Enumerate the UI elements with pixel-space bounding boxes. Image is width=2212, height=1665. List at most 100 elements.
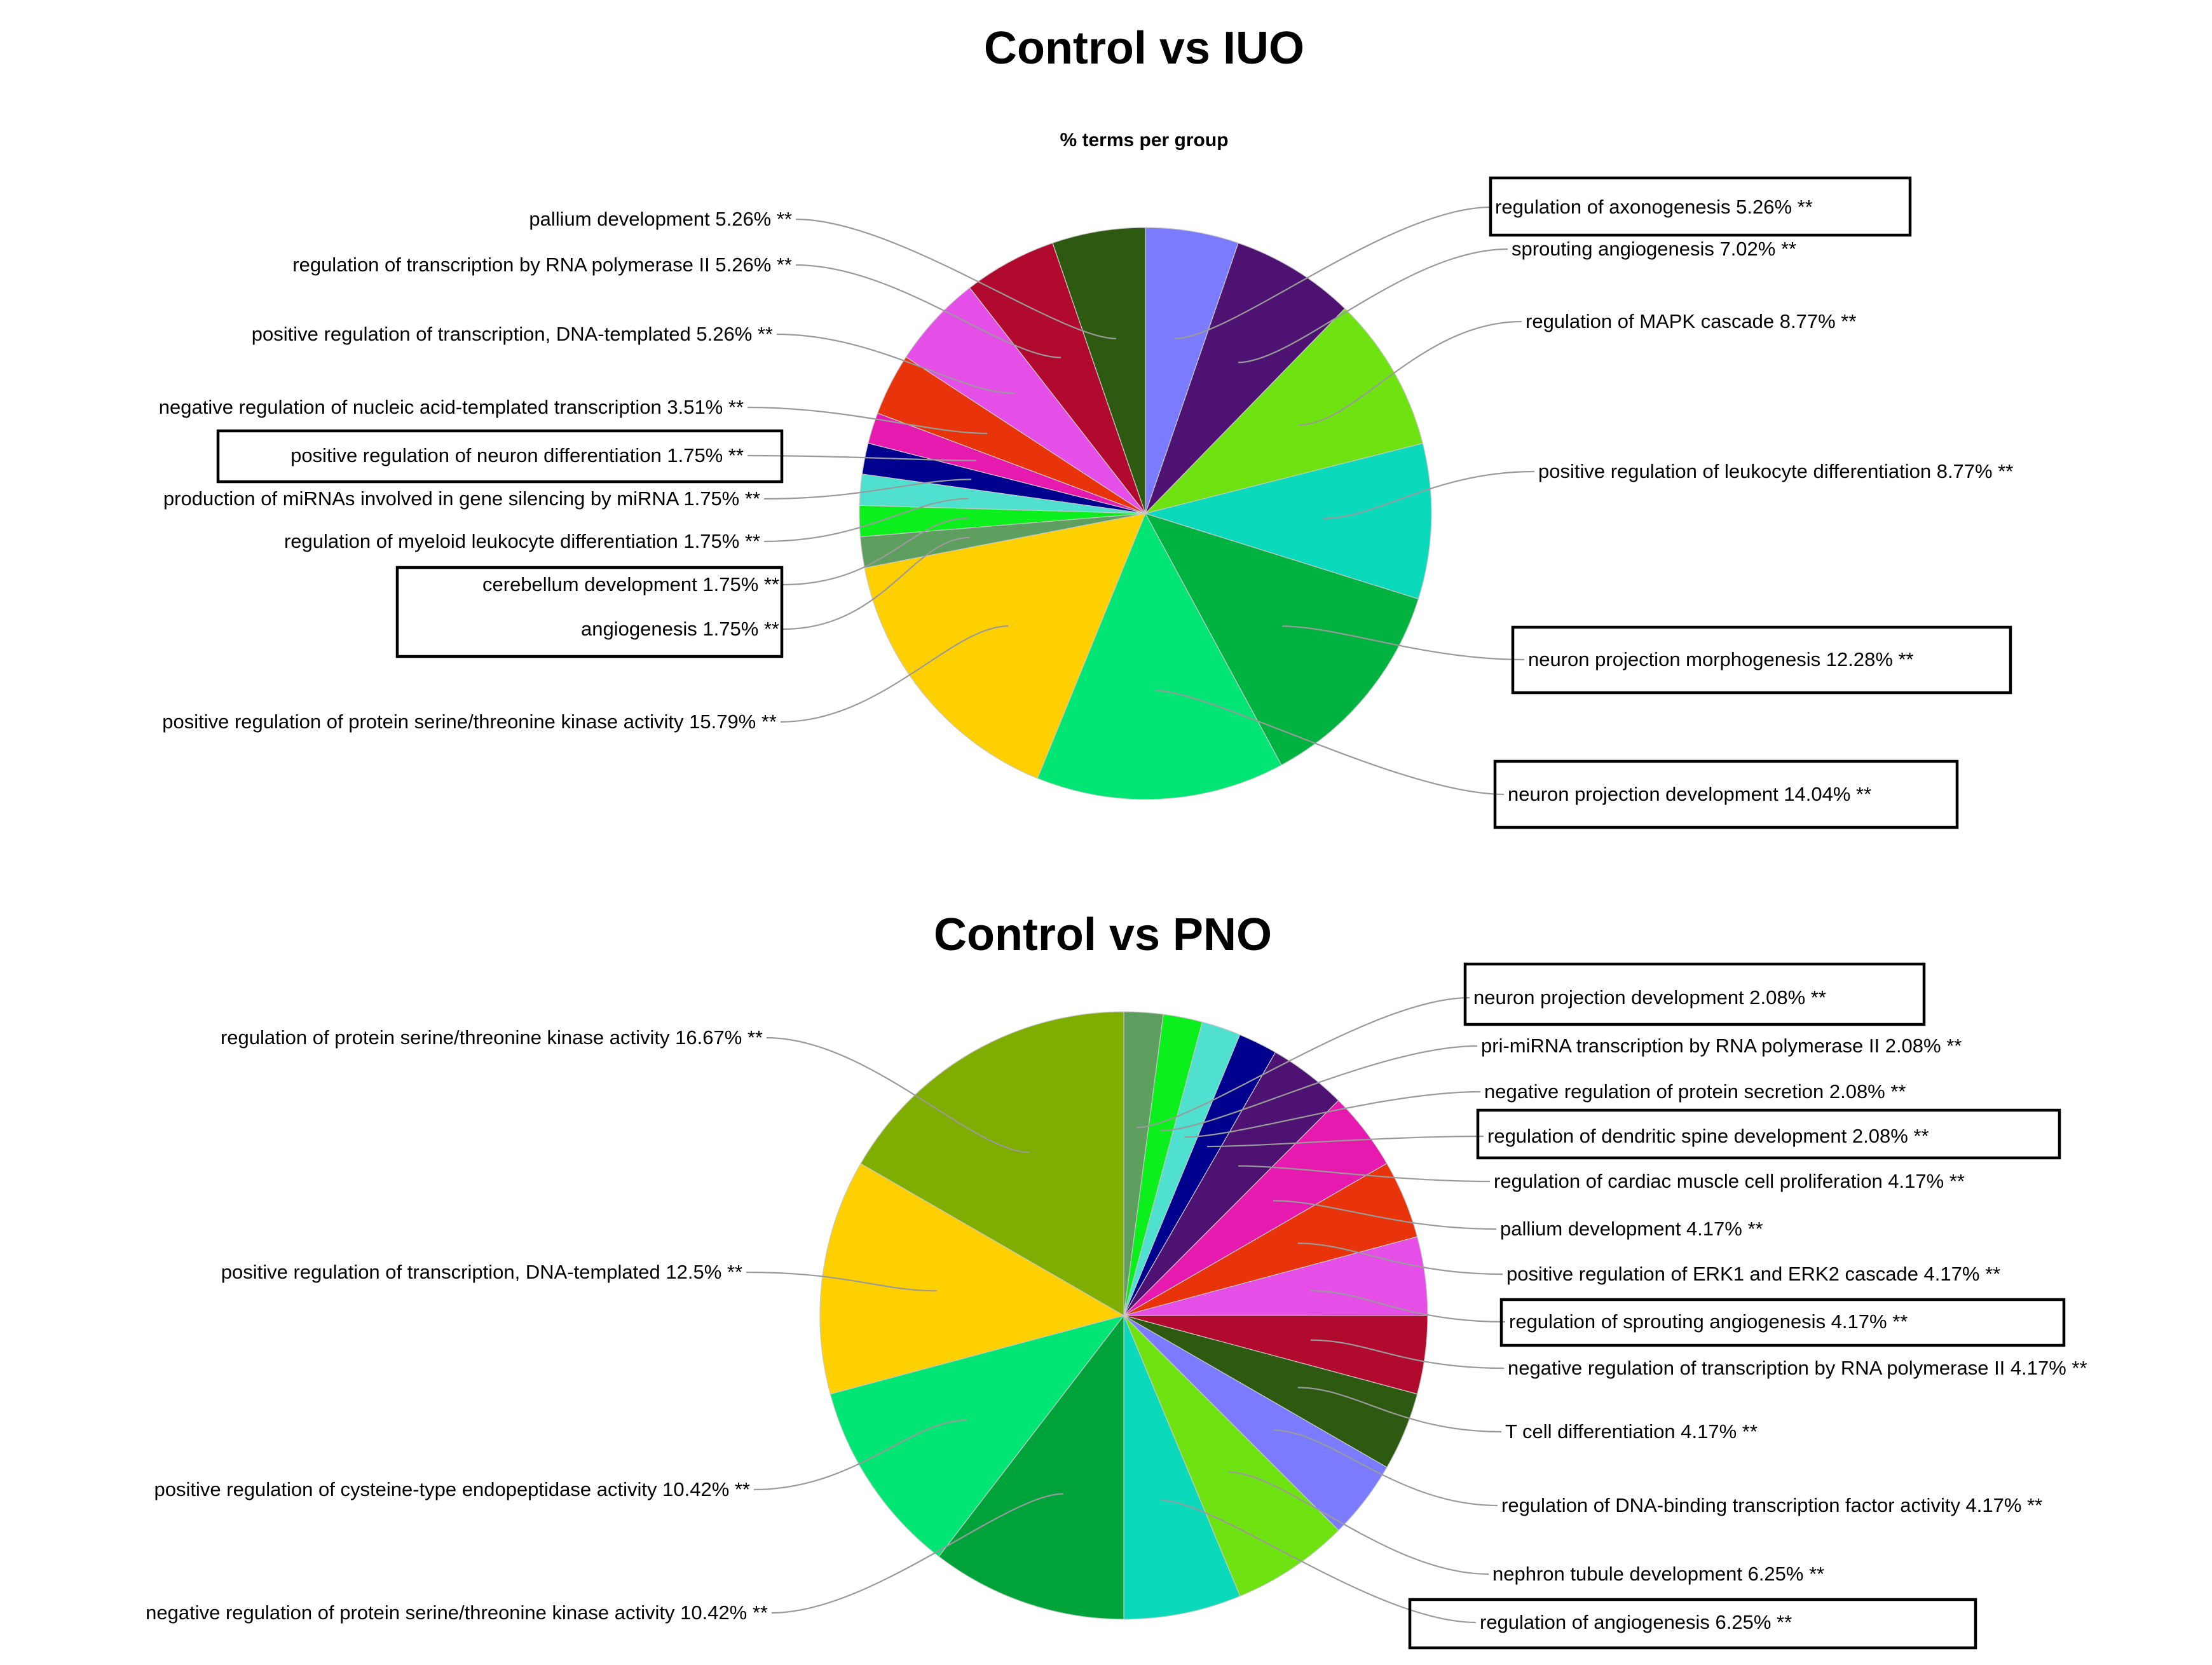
leader-line-pno-pri-mirna-transcription-by-rna-polymerase-ii: [1160, 1045, 1478, 1132]
pie-slice-iuo-regulation-of-axonogenesis: [1145, 227, 1239, 514]
pie-slice-pno-regulation-of-protein-serine-threonine-kinase-activity: [860, 1011, 1124, 1317]
slice-label-pno-positive-regulation-of-transcription-dna-templated: positive regulation of transcription, DN…: [221, 1261, 742, 1283]
pie-slice-iuo-sprouting-angiogenesis: [1145, 242, 1346, 514]
slice-label-pno-regulation-of-angiogenesis: regulation of angiogenesis 6.25% **: [1480, 1611, 1792, 1633]
highlight-box-iuo-cerebellum-development: [395, 566, 784, 658]
pie-slice-pno-nephron-tubule-development: [1123, 1315, 1339, 1597]
leader-line-pno-regulation-of-sprouting-angiogenesis: [1310, 1290, 1506, 1323]
pie-chart-iuo: Control vs IUO % terms per group regulat…: [159, 23, 2014, 829]
highlight-box-iuo-regulation-of-axonogenesis: [1489, 176, 1912, 237]
slice-label-iuo-negative-regulation-of-nucleic-acid-templated-transcription: negative regulation of nucleic acid-temp…: [159, 396, 744, 418]
slice-label-pno-positive-regulation-of-cysteine-type-endopeptidase-activity: positive regulation of cysteine-type end…: [154, 1478, 750, 1500]
leader-line-pno-negative-regulation-of-protein-serine-threonine-kinase-activity: [771, 1493, 1063, 1614]
slice-label-pno-pri-mirna-transcription-by-rna-polymerase-ii: pri-miRNA transcription by RNA polymeras…: [1481, 1035, 1962, 1057]
pie-slice-iuo-neuron-projection-morphogenesis: [1144, 512, 1419, 766]
slice-label-pno-t-cell-differentiation: T cell differentiation 4.17% **: [1505, 1420, 1758, 1443]
slice-label-iuo-cerebellum-development: cerebellum development 1.75% **: [482, 573, 779, 595]
leader-lines-pno: [746, 996, 1506, 1624]
slice-label-pno-negative-regulation-of-protein-serine-threonine-kinase-activity: negative regulation of protein serine/th…: [146, 1601, 768, 1624]
leader-line-iuo-positive-regulation-of-protein-serine-threonine-kinase-activity: [780, 625, 1009, 723]
highlight-box-iuo-neuron-projection-development: [1493, 759, 1959, 829]
slice-label-pno-regulation-of-cardiac-muscle-cell-proliferation: regulation of cardiac muscle cell prolif…: [1494, 1170, 1965, 1192]
leader-line-pno-nephron-tubule-development: [1228, 1471, 1489, 1575]
pie-slice-iuo-regulation-of-mapk-cascade: [1144, 308, 1423, 515]
leader-line-pno-positive-regulation-of-transcription-dna-templated: [746, 1271, 938, 1292]
leader-line-iuo-production-of-mirnas-involved-in-gene-silencing-by-mirna: [763, 479, 972, 500]
pie-slice-pno-regulation-of-angiogenesis: [1123, 1315, 1241, 1620]
slice-label-iuo-neuron-projection-development: neuron projection development 14.04% **: [1508, 783, 1871, 805]
leader-line-iuo-regulation-of-axonogenesis: [1174, 206, 1492, 339]
slice-label-iuo-production-of-mirnas-involved-in-gene-silencing-by-mirna: production of miRNAs involved in gene si…: [163, 487, 760, 510]
leader-line-pno-negative-regulation-of-transcription-by-rna-polymerase-ii: [1310, 1339, 1505, 1369]
chart-title-iuo: Control vs IUO: [984, 23, 1304, 74]
slice-label-pno-regulation-of-dna-binding-transcription-factor-activity: regulation of DNA-binding transcription …: [1501, 1494, 2042, 1516]
leader-line-iuo-cerebellum-development: [782, 517, 969, 586]
highlight-box-pno-neuron-projection-development: [1463, 962, 1926, 1026]
slice-label-iuo-angiogenesis: angiogenesis 1.75% **: [581, 618, 779, 640]
highlight-box-iuo-neuron-projection-morphogenesis: [1511, 625, 2012, 695]
chart-title-pno: Control vs PNO: [934, 909, 1272, 960]
slice-label-pno-regulation-of-protein-serine-threonine-kinase-activity: regulation of protein serine/threonine k…: [221, 1026, 763, 1049]
chart-subtitle-iuo: % terms per group: [1060, 130, 1228, 151]
slice-label-iuo-regulation-of-myeloid-leukocyte-differentiation: regulation of myeloid leukocyte differen…: [284, 530, 760, 552]
slice-label-pno-negative-regulation-of-protein-secretion: negative regulation of protein secretion…: [1484, 1080, 1906, 1103]
highlight-box-pno-regulation-of-angiogenesis: [1408, 1598, 1977, 1650]
leader-line-iuo-neuron-projection-morphogenesis: [1282, 625, 1525, 661]
leader-line-iuo-regulation-of-myeloid-leukocyte-differentiation: [763, 498, 969, 543]
pie-slice-iuo-positive-regulation-of-transcription-dna-templated: [905, 287, 1146, 514]
leader-line-pno-t-cell-differentiation: [1297, 1387, 1502, 1433]
highlight-box-pno-regulation-of-dendritic-spine-development: [1476, 1108, 2061, 1160]
slice-label-iuo-positive-regulation-of-transcription-dna-templated: positive regulation of transcription, DN…: [252, 323, 773, 345]
pie-slice-pno-positive-regulation-of-cysteine-type-endopeptidase-activity: [830, 1314, 1125, 1558]
slice-label-iuo-positive-regulation-of-protein-serine-threonine-kinase-activity: positive regulation of protein serine/th…: [162, 710, 777, 733]
leader-line-iuo-negative-regulation-of-nucleic-acid-templated-transcription: [747, 406, 988, 435]
leader-line-iuo-positive-regulation-of-neuron-differentiation: [747, 454, 976, 461]
highlight-boxes-pno: [1408, 962, 2066, 1650]
slice-label-iuo-regulation-of-mapk-cascade: regulation of MAPK cascade 8.77% **: [1526, 310, 1856, 332]
leader-line-pno-regulation-of-angiogenesis: [1160, 1499, 1477, 1624]
pie-chart-pno: Control vs PNO neuron projection develop…: [146, 909, 2087, 1650]
pie-slice-iuo-neuron-projection-development: [1037, 512, 1282, 800]
slice-label-iuo-positive-regulation-of-neuron-differentiation: positive regulation of neuron differenti…: [290, 444, 744, 466]
pie-slice-iuo-regulation-of-transcription-by-rna-polymerase-ii: [969, 242, 1146, 514]
slice-label-pno-positive-regulation-of-erk1-and-erk2-cascade: positive regulation of ERK1 and ERK2 cas…: [1506, 1263, 2000, 1285]
leader-line-pno-positive-regulation-of-cysteine-type-endopeptidase-activity: [753, 1419, 967, 1491]
highlight-box-pno-regulation-of-sprouting-angiogenesis: [1499, 1298, 2066, 1347]
slice-label-iuo-regulation-of-transcription-by-rna-polymerase-ii: regulation of transcription by RNA polym…: [292, 254, 792, 276]
leader-line-pno-regulation-of-protein-serine-threonine-kinase-activity: [766, 1036, 1030, 1153]
slice-labels-pno: neuron projection development 2.08% ** pr…: [146, 986, 2087, 1633]
pie-slice-iuo-positive-regulation-of-leukocyte-differentiation: [1144, 442, 1432, 600]
slice-label-pno-negative-regulation-of-transcription-by-rna-polymerase-ii: negative regulation of transcription by …: [1508, 1357, 2087, 1379]
slice-label-pno-regulation-of-dendritic-spine-development: regulation of dendritic spine developmen…: [1487, 1125, 1929, 1147]
leader-line-iuo-pallium-development: [795, 218, 1117, 339]
leader-line-iuo-regulation-of-mapk-cascade: [1299, 320, 1522, 426]
leader-line-iuo-positive-regulation-of-transcription-dna-templated: [776, 333, 1015, 395]
slice-label-iuo-positive-regulation-of-leukocyte-differentiation: positive regulation of leukocyte differe…: [1538, 460, 2013, 482]
leader-line-iuo-angiogenesis: [782, 536, 970, 630]
slice-label-pno-regulation-of-sprouting-angiogenesis: regulation of sprouting angiogenesis 4.1…: [1509, 1310, 1908, 1333]
leader-line-pno-positive-regulation-of-erk1-and-erk2-cascade: [1297, 1242, 1503, 1275]
slice-label-iuo-sprouting-angiogenesis: sprouting angiogenesis 7.02% **: [1512, 238, 1796, 260]
leader-line-pno-regulation-of-dna-binding-transcription-factor-activity: [1273, 1429, 1498, 1507]
highlight-box-iuo-positive-regulation-of-neuron-differentiation: [216, 429, 784, 484]
leader-line-pno-regulation-of-dendritic-spine-development: [1206, 1135, 1484, 1148]
leader-line-iuo-positive-regulation-of-leukocyte-differentiation: [1322, 470, 1535, 519]
slices-pno: [819, 1011, 1428, 1620]
leader-line-iuo-neuron-projection-development: [1155, 690, 1505, 796]
slice-label-pno-neuron-projection-development: neuron projection development 2.08% **: [1473, 986, 1826, 1009]
slice-label-iuo-regulation-of-axonogenesis: regulation of axonogenesis 5.26% **: [1495, 196, 1813, 218]
slice-label-pno-nephron-tubule-development: nephron tubule development 6.25% **: [1492, 1563, 1824, 1585]
slice-labels-iuo: regulation of axonogenesis 5.26% ** sprou…: [159, 196, 2014, 805]
slices-iuo: [859, 227, 1432, 800]
pie-slice-iuo-pallium-development: [1052, 227, 1146, 514]
pie-slice-pno-negative-regulation-of-protein-serine-threonine-kinase-activity: [938, 1314, 1124, 1620]
leader-line-iuo-regulation-of-transcription-by-rna-polymerase-ii: [795, 264, 1062, 358]
leader-line-pno-pallium-development: [1273, 1200, 1497, 1230]
slice-label-iuo-neuron-projection-morphogenesis: neuron projection morphogenesis 12.28% *…: [1528, 648, 1914, 670]
leader-line-iuo-sprouting-angiogenesis: [1238, 248, 1508, 364]
leader-line-pno-neuron-projection-development: [1136, 996, 1470, 1129]
slice-label-pno-pallium-development: pallium development 4.17% **: [1500, 1218, 1763, 1240]
leader-line-pno-negative-regulation-of-protein-secretion: [1184, 1091, 1481, 1138]
slice-label-iuo-pallium-development: pallium development 5.26% **: [529, 208, 792, 230]
